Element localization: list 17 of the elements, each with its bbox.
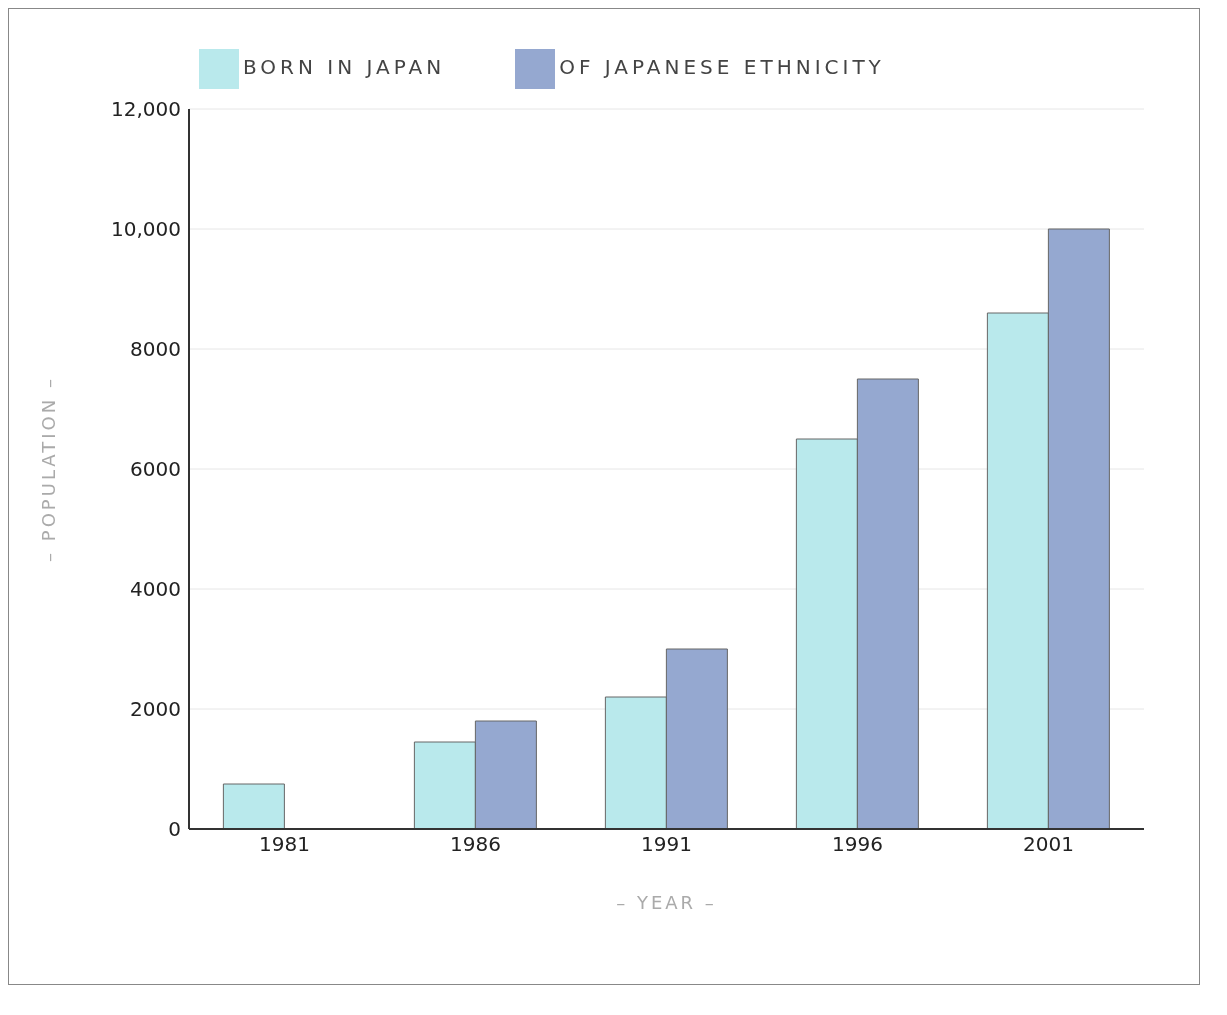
y-tick-label: 0 [168,817,181,842]
y-tick-label: 8000 [130,337,181,362]
x-tick-label: 1981 [259,832,310,857]
x-axis-title: – YEAR – [616,892,717,913]
x-tick-label: 1996 [832,832,883,857]
legend-label: OF JAPANESE ETHNICITY [559,54,885,79]
legend-label: BORN IN JAPAN [243,54,446,79]
x-tick-label: 2001 [1023,832,1074,857]
y-axis-title: – POPULATION – [38,376,60,562]
y-tick-label: 12,000 [111,97,181,122]
y-tick-label: 6000 [130,457,181,482]
x-tick-label: 1991 [641,832,692,857]
bar [222,783,285,829]
x-tick-label: 1986 [450,832,501,857]
y-tick-label: 2000 [130,697,181,722]
y-tick-label: 10,000 [111,217,181,242]
y-tick-label: 4000 [130,577,181,602]
